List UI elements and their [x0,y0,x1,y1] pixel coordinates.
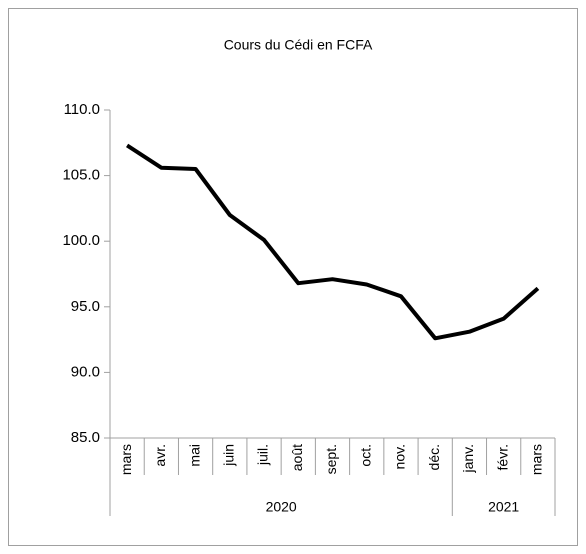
x-tick-label: nov. [392,444,408,469]
x-tick-label: juil. [255,444,271,466]
y-tick-label: 105.0 [62,167,100,184]
y-tick-label: 100.0 [62,232,100,249]
x-tick-label: mai [186,444,202,467]
x-tick-label: août [289,444,305,471]
data-line [126,143,540,341]
y-tick-label: 85.0 [71,429,100,446]
group-label: 2020 [266,499,297,515]
x-tick-label: déc. [426,444,442,470]
y-tick-label: 110.0 [64,101,100,118]
x-tick-label: sept. [323,444,339,474]
y-tick-label: 90.0 [71,363,100,380]
y-tick-label: 95.0 [71,298,100,315]
x-tick-label: juin [221,444,237,467]
x-tick-label: janv. [460,444,476,474]
group-label: 2021 [488,499,519,515]
x-tick-label: mars [529,444,545,475]
x-tick-label: févr. [494,444,510,470]
x-tick-label: mars [118,444,134,475]
x-tick-label: oct. [357,444,373,467]
x-tick-label: avr. [152,444,168,467]
chart-title: Cours du Cédi en FCFA [224,37,373,53]
